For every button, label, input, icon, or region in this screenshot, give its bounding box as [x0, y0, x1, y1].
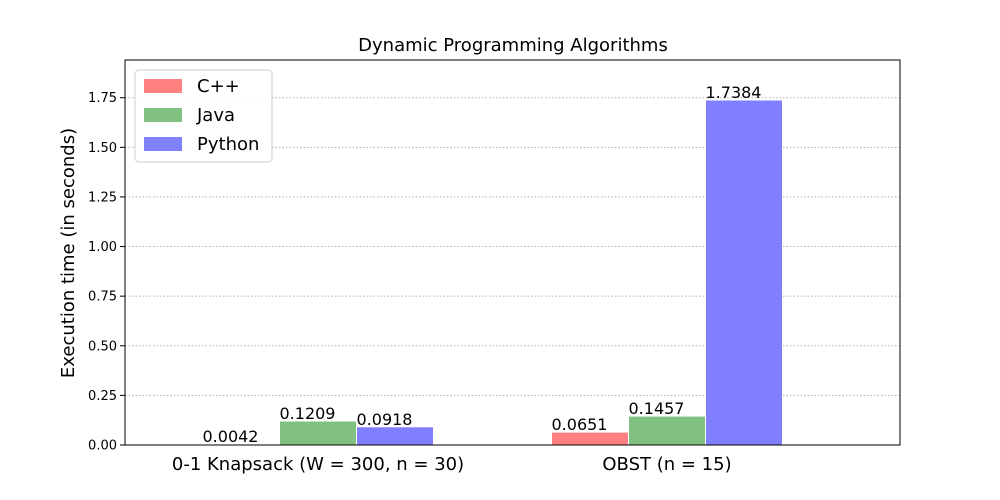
legend-swatch	[144, 137, 182, 151]
legend-swatch	[144, 79, 182, 93]
axis-ticks: 0.00 0.25 0.50 0.75 1.00 1.25 1.50 1.75 0-1 Knap…	[88, 91, 732, 475]
legend-label: Java	[196, 105, 235, 126]
chart-title: Dynamic Programming Algorithms	[358, 35, 668, 56]
data-label: 0.0918	[357, 410, 413, 429]
x-tick-label: OBST (n = 15)	[602, 454, 731, 475]
y-tick-label: 0.50	[88, 339, 117, 354]
data-label: 0.0042	[203, 427, 259, 446]
y-tick-label: 1.00	[88, 240, 117, 255]
bar-python-1	[705, 99, 783, 446]
y-tick-label: 0.75	[88, 290, 117, 305]
legend: C++ Java Python	[134, 69, 273, 163]
bar-java-0	[279, 420, 357, 446]
x-tick-label: 0-1 Knapsack (W = 300, n = 30)	[172, 454, 464, 475]
bars	[202, 99, 783, 446]
y-axis-label: Execution time (in seconds)	[58, 128, 79, 378]
bar-python-0	[356, 426, 434, 446]
data-label: 0.1457	[629, 399, 685, 418]
plot-frame	[124, 59, 901, 446]
data-label: 0.0651	[552, 415, 608, 434]
legend-label: Python	[197, 134, 259, 155]
data-label: 0.1209	[280, 404, 336, 423]
legend-swatch	[144, 108, 182, 122]
y-tick-label: 1.25	[88, 190, 117, 205]
data-labels: 0.0042 0.1209 0.0918 0.0651 0.1457 1.7384	[203, 83, 762, 446]
data-label: 1.7384	[706, 83, 762, 102]
bar-java-1	[628, 415, 706, 446]
y-tick-label: 0.00	[88, 439, 117, 454]
y-tick-label: 0.25	[88, 389, 117, 404]
y-tick-label: 1.50	[88, 141, 117, 156]
legend-label: C++	[197, 76, 240, 97]
y-tick-label: 1.75	[88, 91, 117, 106]
